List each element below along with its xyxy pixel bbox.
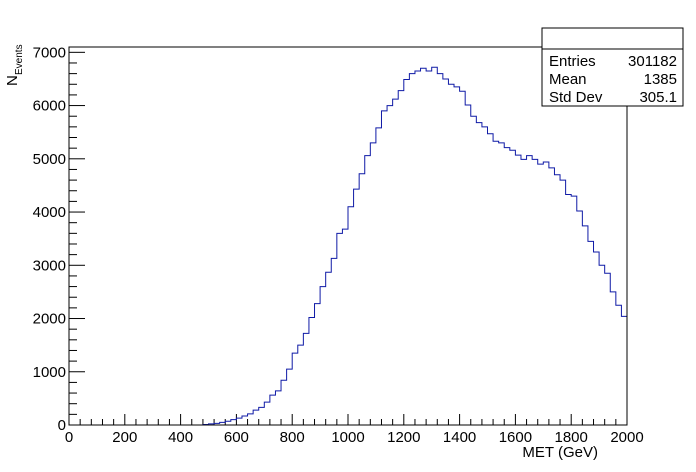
x-tick-label: 1400 bbox=[443, 429, 476, 446]
stats-stddev-value: 305.1 bbox=[639, 89, 677, 106]
x-tick-label: 200 bbox=[112, 429, 137, 446]
x-tick-label: 1600 bbox=[499, 429, 532, 446]
x-tick-label: 400 bbox=[168, 429, 193, 446]
stats-mean-value: 1385 bbox=[644, 71, 677, 88]
x-tick-label: 1800 bbox=[555, 429, 588, 446]
y-tick-label: 3000 bbox=[33, 257, 66, 274]
tick-labels: 0 200 400 600 800 1000 1200 1400 1600 1800 2000 0 10… bbox=[33, 44, 644, 446]
y-axis-title-main: N bbox=[4, 75, 21, 86]
y-tick-label: 7000 bbox=[33, 44, 66, 61]
y-tick-label: 4000 bbox=[33, 204, 66, 221]
axes-layer bbox=[68, 51, 628, 426]
x-tick-label: 0 bbox=[65, 429, 73, 446]
stats-box-frame bbox=[541, 27, 684, 107]
stats-entries-value: 301182 bbox=[628, 53, 677, 70]
y-tick-label: 0 bbox=[58, 417, 66, 434]
plot-frame bbox=[68, 46, 628, 426]
x-axis-title: MET (GeV) bbox=[522, 444, 598, 461]
stats-stddev-label: Std Dev bbox=[549, 89, 603, 106]
stats-mean-label: Mean bbox=[549, 71, 587, 88]
x-tick-label: 1000 bbox=[331, 429, 364, 446]
y-tick-label: 6000 bbox=[33, 98, 66, 115]
x-tick-label: 1200 bbox=[387, 429, 420, 446]
y-tick-label: 1000 bbox=[33, 364, 66, 381]
y-axis-title: N Events bbox=[4, 44, 25, 86]
x-tick-label: 600 bbox=[224, 429, 249, 446]
stats-entries-label: Entries bbox=[549, 53, 596, 70]
stats-box: Entries 301182 Mean 1385 Std Dev 305.1 bbox=[541, 27, 684, 107]
y-tick-label: 5000 bbox=[33, 151, 66, 168]
x-tick-label: 800 bbox=[280, 429, 305, 446]
histogram-line bbox=[69, 66, 627, 426]
y-tick-label: 2000 bbox=[33, 311, 66, 328]
y-axis-title-sub: Events bbox=[14, 44, 25, 75]
x-tick-label: 2000 bbox=[610, 429, 643, 446]
